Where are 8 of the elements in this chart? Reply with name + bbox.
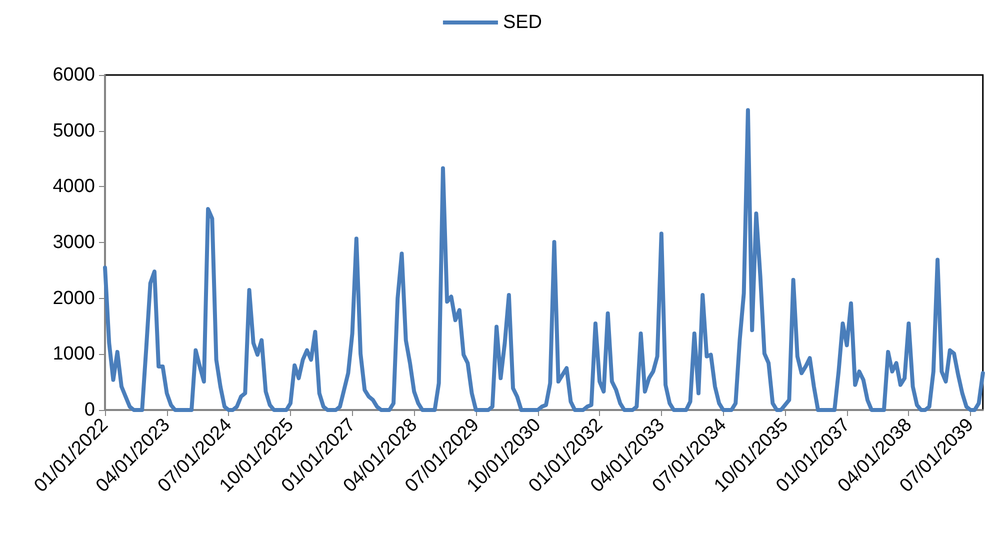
y-tick-label: 5000 (52, 120, 95, 142)
y-tick-label: 6000 (52, 64, 95, 86)
y-tick-label: 2000 (52, 288, 95, 309)
y-tick-label: 1000 (52, 344, 95, 365)
y-tick-label: 3000 (52, 232, 95, 253)
y-tick-label: 0 (84, 400, 95, 420)
legend-label: SED (502, 12, 542, 33)
y-tick-label: 4000 (52, 176, 95, 198)
